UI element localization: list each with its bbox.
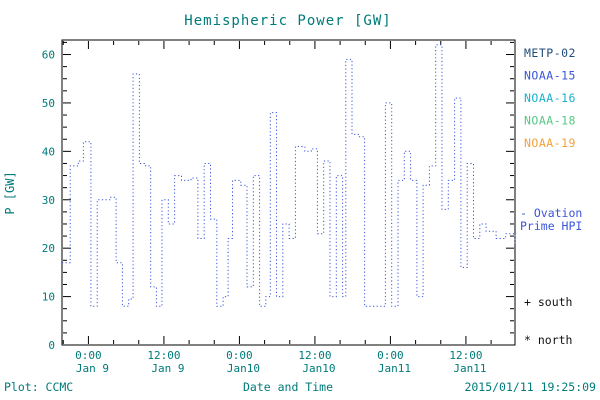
chart-title: Hemispheric Power [GW] — [184, 13, 391, 29]
timestamp: 2015/01/11 19:25:09 — [464, 380, 596, 394]
plot-credit: Plot: CCMC — [4, 380, 73, 394]
x-tick-time: 0:00 — [75, 349, 102, 362]
x-tick-date: Jan 9 — [151, 362, 184, 375]
y-tick-label: 40 — [42, 145, 55, 158]
north-marker-label: * north — [524, 333, 572, 347]
legend-noaa-15: NOAA-15 — [524, 69, 576, 83]
y-tick-label: 0 — [48, 339, 55, 352]
south-marker-label: + south — [524, 295, 572, 309]
y-tick-label: 20 — [42, 242, 55, 255]
x-axis-label: Date and Time — [243, 380, 333, 394]
x-tick-date: Jan11 — [453, 362, 486, 375]
plot-frame — [61, 39, 516, 346]
y-tick-label: 50 — [42, 97, 55, 110]
x-tick-date: Jan 9 — [76, 362, 109, 375]
hpi-step-line — [62, 44, 516, 307]
legend-noaa-18: NOAA-18 — [524, 114, 576, 128]
legend-metp-02: METP-02 — [524, 46, 576, 60]
x-tick-date: Jan10 — [227, 362, 260, 375]
x-tick-time: 12:00 — [147, 349, 180, 362]
x-tick-date: Jan11 — [378, 362, 411, 375]
x-tick-date: Jan10 — [302, 362, 335, 375]
ovation-legend-line2: Prime HPI — [520, 219, 582, 233]
x-tick-time: 0:00 — [377, 349, 404, 362]
legend-noaa-16: NOAA-16 — [524, 91, 576, 105]
y-tick-label: 60 — [42, 49, 55, 62]
legend-noaa-19: NOAA-19 — [524, 136, 576, 150]
y-axis-label: P [GW] — [3, 171, 17, 214]
x-tick-time: 12:00 — [449, 349, 482, 362]
x-tick-time: 12:00 — [298, 349, 331, 362]
y-tick-label: 10 — [42, 291, 55, 304]
x-tick-time: 0:00 — [226, 349, 253, 362]
ovation-legend-line1: - Ovation — [520, 206, 582, 220]
y-tick-label: 30 — [42, 194, 55, 207]
